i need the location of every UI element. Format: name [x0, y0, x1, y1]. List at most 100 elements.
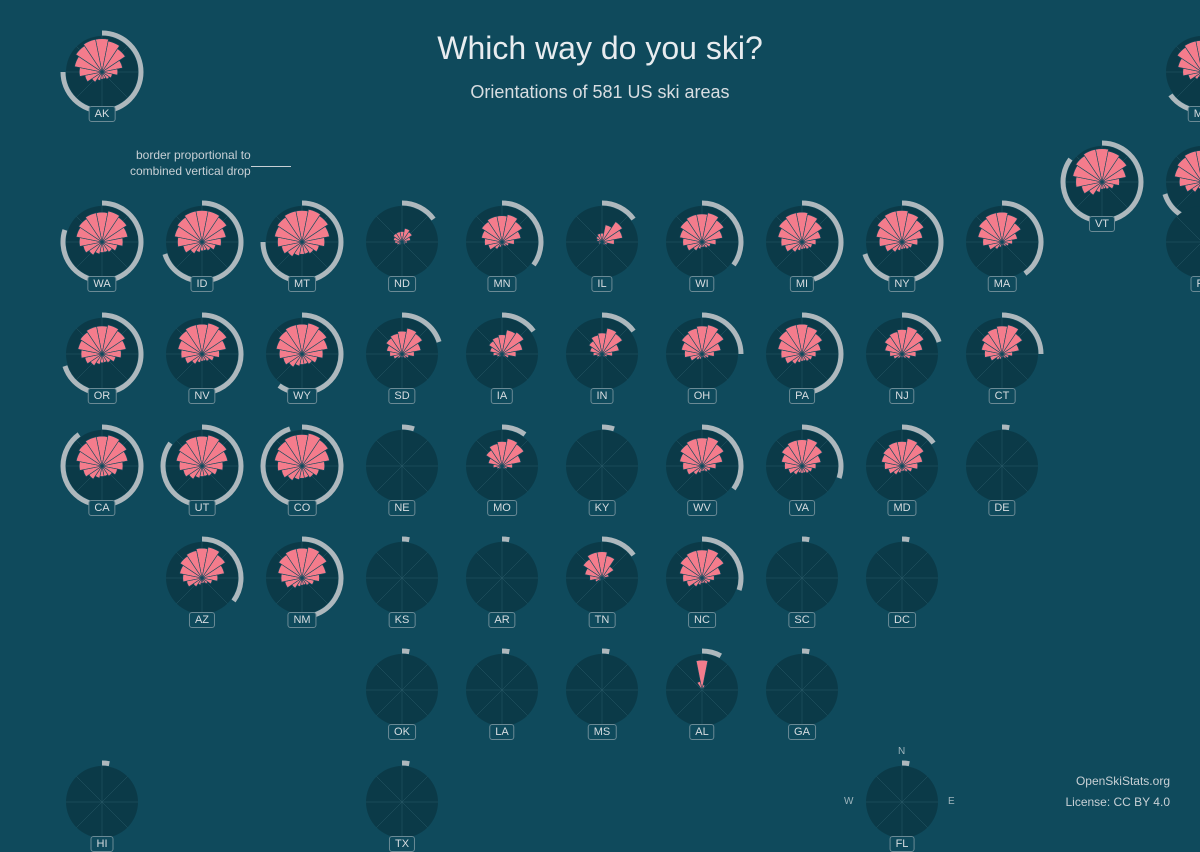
rose-chart — [60, 760, 144, 844]
state-label: CT — [989, 388, 1016, 404]
state-label: MN — [487, 276, 516, 292]
rose-chart — [160, 424, 244, 508]
rose-chart — [560, 536, 644, 620]
state-cell-la: LA — [460, 648, 544, 732]
state-label: CA — [88, 500, 115, 516]
rose-chart — [360, 312, 444, 396]
state-cell-ak: AK — [60, 30, 144, 114]
state-label: PA — [789, 388, 815, 404]
state-label: NJ — [889, 388, 914, 404]
rose-chart — [660, 536, 744, 620]
rose-chart — [660, 424, 744, 508]
rose-chart — [860, 424, 944, 508]
state-cell-ky: KY — [560, 424, 644, 508]
rose-chart — [60, 312, 144, 396]
state-label: DE — [988, 500, 1015, 516]
state-label: KY — [589, 500, 616, 516]
state-cell-va: VA — [760, 424, 844, 508]
state-cell-ri: RI — [1160, 200, 1200, 284]
state-label: MA — [988, 276, 1017, 292]
rose-chart — [60, 424, 144, 508]
state-cell-oh: OH — [660, 312, 744, 396]
state-cell-sd: SD — [360, 312, 444, 396]
state-cell-nd: ND — [360, 200, 444, 284]
state-cell-or: OR — [60, 312, 144, 396]
state-cell-nv: NV — [160, 312, 244, 396]
state-label: AR — [488, 612, 515, 628]
rose-chart — [560, 200, 644, 284]
rose-chart — [860, 536, 944, 620]
rose-chart — [260, 312, 344, 396]
state-label: KS — [389, 612, 416, 628]
state-cell-wi: WI — [660, 200, 744, 284]
rose-chart — [460, 312, 544, 396]
state-cell-me: ME — [1160, 30, 1200, 114]
state-cell-hi: HI — [60, 760, 144, 844]
state-label: FL — [890, 836, 915, 852]
rose-chart — [560, 648, 644, 732]
rose-chart — [1060, 140, 1144, 224]
credits-license: License: CC BY 4.0 — [1065, 792, 1170, 814]
state-label: NY — [888, 276, 915, 292]
state-label: WV — [687, 500, 717, 516]
state-label: IA — [491, 388, 513, 404]
state-label: AK — [89, 106, 116, 122]
state-cell-sc: SC — [760, 536, 844, 620]
state-label: CO — [288, 500, 317, 516]
rose-chart — [460, 200, 544, 284]
state-label: VA — [789, 500, 815, 516]
state-label: NV — [188, 388, 215, 404]
state-label: MI — [790, 276, 814, 292]
state-label: DC — [888, 612, 916, 628]
page-title: Which way do you ski? — [437, 30, 762, 67]
state-label: AZ — [189, 612, 215, 628]
state-cell-ny: NY — [860, 200, 944, 284]
state-cell-in: IN — [560, 312, 644, 396]
state-cell-mn: MN — [460, 200, 544, 284]
state-cell-ca: CA — [60, 424, 144, 508]
state-cell-tx: TX — [360, 760, 444, 844]
rose-chart — [960, 200, 1044, 284]
compass-label: N — [898, 746, 905, 757]
state-cell-tn: TN — [560, 536, 644, 620]
compass-label: W — [844, 796, 853, 807]
state-label: GA — [788, 724, 816, 740]
state-cell-ms: MS — [560, 648, 644, 732]
rose-chart — [360, 536, 444, 620]
rose-chart — [860, 760, 944, 844]
state-cell-ne: NE — [360, 424, 444, 508]
rose-chart — [760, 424, 844, 508]
rose-chart — [260, 424, 344, 508]
annotation-line1: border proportional to — [130, 148, 251, 164]
state-label: WY — [287, 388, 317, 404]
state-label: NM — [287, 612, 316, 628]
state-label: TN — [589, 612, 616, 628]
rose-chart — [960, 312, 1044, 396]
state-label: WI — [689, 276, 714, 292]
state-label: TX — [389, 836, 415, 852]
rose-chart — [260, 536, 344, 620]
rose-chart — [660, 200, 744, 284]
state-cell-de: DE — [960, 424, 1044, 508]
state-cell-dc: DC — [860, 536, 944, 620]
state-label: MS — [588, 724, 617, 740]
state-cell-ct: CT — [960, 312, 1044, 396]
rose-chart — [360, 648, 444, 732]
state-cell-id: ID — [160, 200, 244, 284]
state-cell-vt: VT — [1060, 140, 1144, 224]
state-cell-ia: IA — [460, 312, 544, 396]
rose-chart — [960, 424, 1044, 508]
state-label: WA — [87, 276, 116, 292]
rose-chart — [760, 536, 844, 620]
rose-chart — [360, 760, 444, 844]
state-cell-nc: NC — [660, 536, 744, 620]
rose-chart — [860, 312, 944, 396]
annotation-line2: combined vertical drop — [130, 164, 251, 180]
rose-chart — [560, 312, 644, 396]
state-label: NC — [688, 612, 716, 628]
rose-chart — [460, 536, 544, 620]
rose-chart — [560, 424, 644, 508]
rose-chart — [260, 200, 344, 284]
state-label: ND — [388, 276, 416, 292]
page-subtitle: Orientations of 581 US ski areas — [470, 82, 729, 103]
